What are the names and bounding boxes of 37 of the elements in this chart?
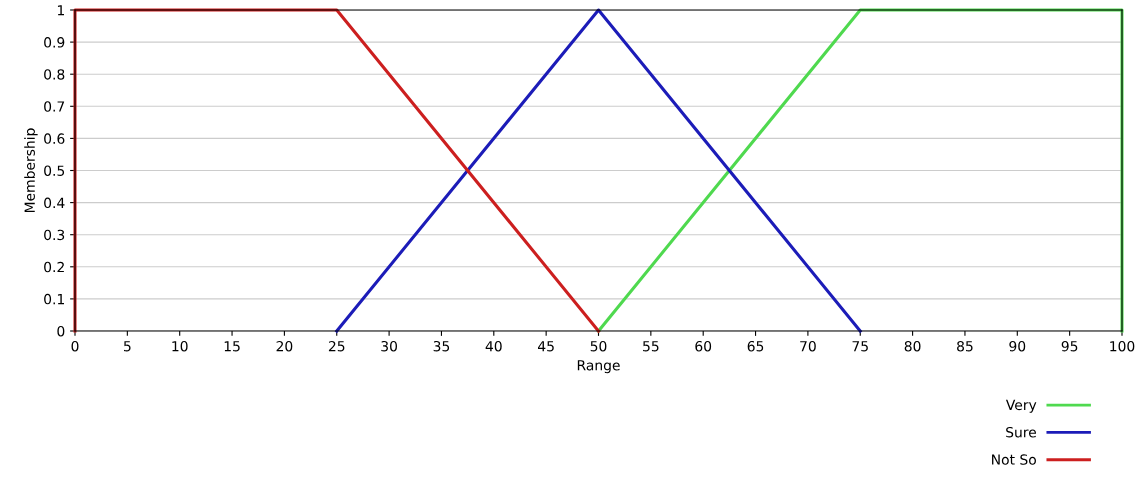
x-tick-label: 55 bbox=[643, 341, 659, 352]
x-tick-label: 85 bbox=[957, 340, 973, 352]
x-tick-label: 0 bbox=[71, 340, 79, 352]
y-tick-label: 0.2 bbox=[44, 261, 64, 273]
x-tick-label: 95 bbox=[1061, 340, 1078, 352]
x-tick-label: 45 bbox=[537, 341, 554, 352]
x-tick-label: 60 bbox=[695, 340, 712, 352]
x-tick-label: 10 bbox=[172, 340, 188, 352]
x-tick-label: 30 bbox=[381, 340, 398, 352]
x-tick-label: 65 bbox=[747, 340, 764, 352]
y-axis-title: Membership bbox=[24, 128, 38, 213]
x-tick-label: 80 bbox=[904, 340, 921, 352]
x-tick-label: 20 bbox=[276, 340, 293, 352]
legend-label: Sure bbox=[1006, 426, 1037, 438]
y-tick-label: 0.8 bbox=[44, 69, 65, 80]
x-tick-label: 35 bbox=[433, 340, 450, 352]
y-tick-label: 0.1 bbox=[44, 293, 64, 305]
y-tick-label: 0.7 bbox=[44, 101, 65, 112]
y-tick-label: 0.6 bbox=[44, 133, 65, 144]
x-tick-label: 5 bbox=[124, 341, 131, 352]
legend-label: Not So bbox=[992, 454, 1036, 465]
x-tick-label: 100 bbox=[1110, 340, 1135, 352]
y-tick-label: 0.9 bbox=[44, 37, 65, 48]
x-tick-label: 40 bbox=[485, 340, 502, 352]
x-tick-label: 75 bbox=[852, 341, 868, 352]
x-tick-label: 70 bbox=[800, 340, 816, 352]
y-tick-label: 0.5 bbox=[44, 165, 65, 176]
y-tick-label: 0.3 bbox=[44, 229, 65, 241]
x-tick-label: 50 bbox=[590, 340, 607, 352]
y-tick-label: 0.4 bbox=[44, 197, 65, 209]
legend-label: Very bbox=[1005, 399, 1037, 413]
y-tick-label: 0 bbox=[57, 325, 65, 337]
x-tick-label: 90 bbox=[1009, 340, 1026, 352]
x-tick-label: 25 bbox=[328, 340, 345, 352]
y-tick-label: 1 bbox=[57, 5, 64, 16]
x-axis-title: Range bbox=[577, 360, 620, 374]
x-tick-label: 15 bbox=[224, 341, 240, 352]
